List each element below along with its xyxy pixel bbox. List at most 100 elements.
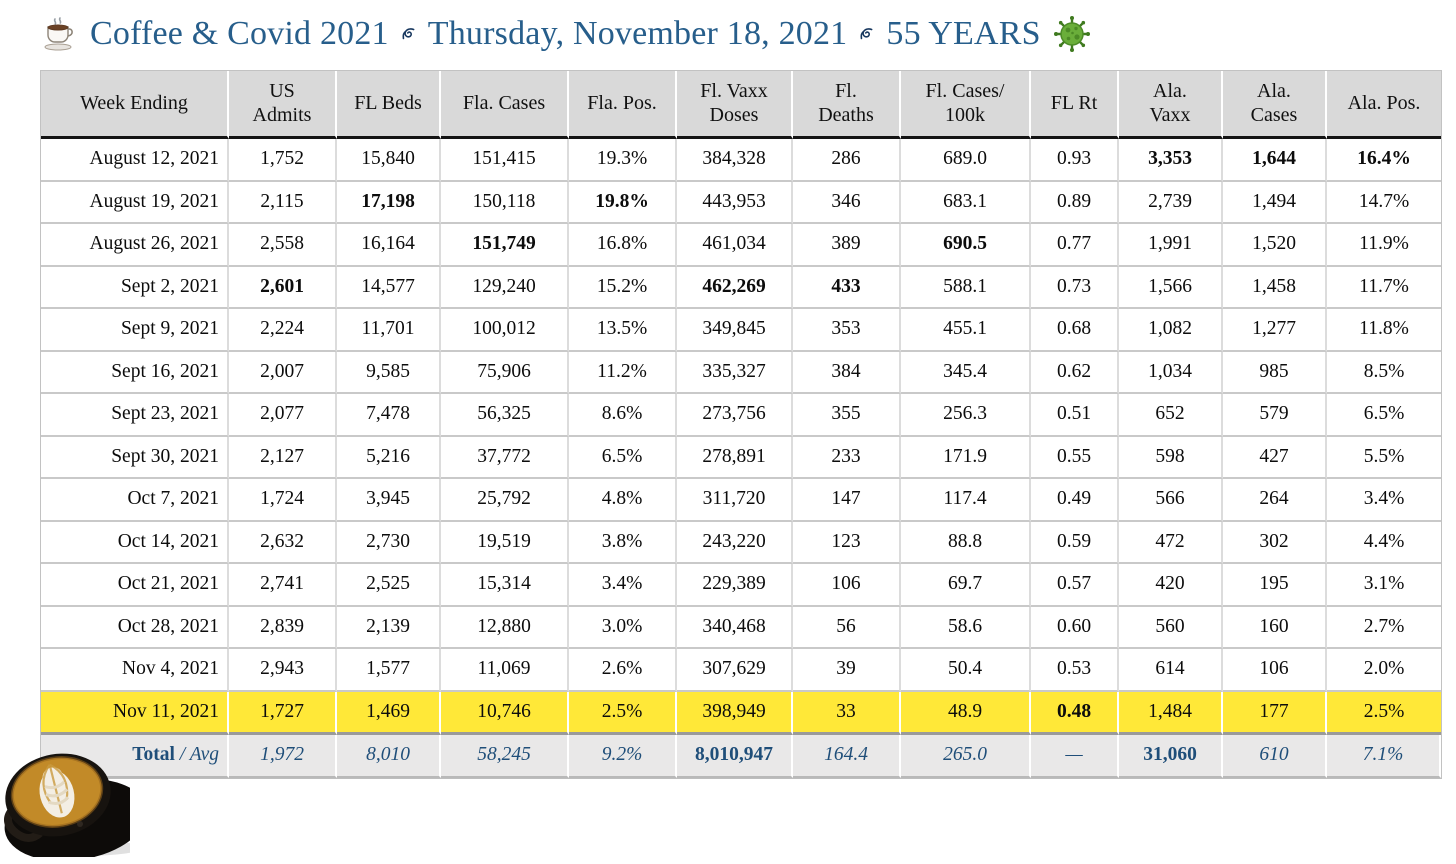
value-cell: 129,240 <box>441 266 569 309</box>
value-cell: 614 <box>1119 649 1223 692</box>
table-row: August 12, 2021 1,752 15,840 151,415 19.3% 38… <box>41 139 1441 182</box>
total-value-cell: 9.2% <box>569 735 677 778</box>
column-header: Week Ending <box>41 71 229 139</box>
table-row: Oct 7, 2021 1,724 3,945 25,792 4.8% 311,720 14… <box>41 479 1441 522</box>
value-cell: 11.9% <box>1327 224 1441 267</box>
column-header-line: Deaths <box>818 103 874 126</box>
value-cell: 3.4% <box>1327 479 1441 522</box>
title-main: Coffee & Covid 2021 <box>90 15 389 52</box>
week-ending-cell: Sept 16, 2021 <box>41 351 229 394</box>
total-value-cell: 31,060 <box>1119 735 1223 778</box>
week-ending-cell: August 19, 2021 <box>41 181 229 224</box>
value-cell: 13.5% <box>569 309 677 352</box>
value-cell: 1,577 <box>337 649 441 692</box>
value-cell: 160 <box>1223 606 1327 649</box>
table-row: Sept 9, 2021 2,224 11,701 100,012 13.5% 349,8… <box>41 309 1441 352</box>
total-value-cell: 265.0 <box>901 735 1031 778</box>
value-cell: 2,115 <box>229 181 337 224</box>
value-cell: 1,566 <box>1119 266 1223 309</box>
value-cell: 117.4 <box>901 479 1031 522</box>
value-cell: 307,629 <box>677 649 793 692</box>
value-cell: 1,277 <box>1223 309 1327 352</box>
value-cell: 16,164 <box>337 224 441 267</box>
value-cell: 171.9 <box>901 436 1031 479</box>
column-header-line: Fl. Vaxx <box>700 79 768 102</box>
column-header: Fla. Pos. <box>569 71 677 139</box>
column-header-line: 100k <box>945 103 985 126</box>
value-cell: 355 <box>793 394 901 437</box>
value-cell: 311,720 <box>677 479 793 522</box>
value-cell: 2,632 <box>229 521 337 564</box>
value-cell: 2,741 <box>229 564 337 607</box>
value-cell: 0.89 <box>1031 181 1119 224</box>
value-cell: 264 <box>1223 479 1327 522</box>
value-cell: 652 <box>1119 394 1223 437</box>
week-ending-cell: August 12, 2021 <box>41 139 229 182</box>
column-header-line: Cases <box>1250 103 1298 126</box>
column-header-line: Ala. <box>1257 79 1291 102</box>
total-value-cell: 58,245 <box>441 735 569 778</box>
value-cell: 11.8% <box>1327 309 1441 352</box>
header-row: Week Ending US Admits FL Beds Fla. Cases Fla.… <box>41 71 1441 139</box>
week-ending-cell: August 26, 2021 <box>41 224 229 267</box>
value-cell: 2,525 <box>337 564 441 607</box>
total-label-part: / <box>174 744 190 766</box>
table-row: Sept 2, 2021 2,601 14,577 129,240 15.2% 462,2… <box>41 266 1441 309</box>
value-cell: 9,585 <box>337 351 441 394</box>
value-cell: 588.1 <box>901 266 1031 309</box>
value-cell: 2.7% <box>1327 606 1441 649</box>
value-cell: 56 <box>793 606 901 649</box>
value-cell: 10,746 <box>441 691 569 735</box>
value-cell: 1,724 <box>229 479 337 522</box>
value-cell: 19,519 <box>441 521 569 564</box>
value-cell: 2.5% <box>569 691 677 735</box>
value-cell: 398,949 <box>677 691 793 735</box>
value-cell: 0.55 <box>1031 436 1119 479</box>
value-cell: 5.5% <box>1327 436 1441 479</box>
column-header: Fl. Cases/100k <box>901 71 1031 139</box>
value-cell: 14,577 <box>337 266 441 309</box>
value-cell: 33 <box>793 691 901 735</box>
value-cell: 11.2% <box>569 351 677 394</box>
value-cell: 1,082 <box>1119 309 1223 352</box>
value-cell: 6.5% <box>1327 394 1441 437</box>
table-row: Sept 23, 2021 2,077 7,478 56,325 8.6% 273,756… <box>41 394 1441 437</box>
column-header-line: Admits <box>252 103 312 126</box>
value-cell: 19.3% <box>569 139 677 182</box>
value-cell: 11,701 <box>337 309 441 352</box>
value-cell: 15.2% <box>569 266 677 309</box>
week-ending-cell: Sept 23, 2021 <box>41 394 229 437</box>
value-cell: 560 <box>1119 606 1223 649</box>
value-cell: 353 <box>793 309 901 352</box>
value-cell: 0.77 <box>1031 224 1119 267</box>
week-ending-cell: Oct 21, 2021 <box>41 564 229 607</box>
value-cell: 16.4% <box>1327 139 1441 182</box>
value-cell: 2,558 <box>229 224 337 267</box>
table-header: Week Ending US Admits FL Beds Fla. Cases Fla.… <box>41 71 1441 139</box>
value-cell: 123 <box>793 521 901 564</box>
column-header-line: Fl. <box>835 79 857 102</box>
total-value-cell: 8,010 <box>337 735 441 778</box>
value-cell: 0.59 <box>1031 521 1119 564</box>
column-header: Ala. Pos. <box>1327 71 1441 139</box>
value-cell: 278,891 <box>677 436 793 479</box>
week-ending-cell: Oct 14, 2021 <box>41 521 229 564</box>
column-header: Fl. Vaxx Doses <box>677 71 793 139</box>
column-header-line: Vaxx <box>1149 103 1191 126</box>
value-cell: 0.53 <box>1031 649 1119 692</box>
value-cell: 8.6% <box>569 394 677 437</box>
value-cell: 2,601 <box>229 266 337 309</box>
week-ending-cell: Oct 7, 2021 <box>41 479 229 522</box>
value-cell: 15,840 <box>337 139 441 182</box>
table-body: August 12, 2021 1,752 15,840 151,415 19.3% 38… <box>41 139 1441 778</box>
value-cell: 462,269 <box>677 266 793 309</box>
value-cell: 7,478 <box>337 394 441 437</box>
value-cell: 19.8% <box>569 181 677 224</box>
value-cell: 3,353 <box>1119 139 1223 182</box>
value-cell: 985 <box>1223 351 1327 394</box>
coffee-cup-icon <box>44 17 73 51</box>
column-header: Ala. Cases <box>1223 71 1327 139</box>
column-header-line: Doses <box>709 103 759 126</box>
floral-bullet-icon <box>860 28 873 40</box>
column-header: FL Beds <box>337 71 441 139</box>
